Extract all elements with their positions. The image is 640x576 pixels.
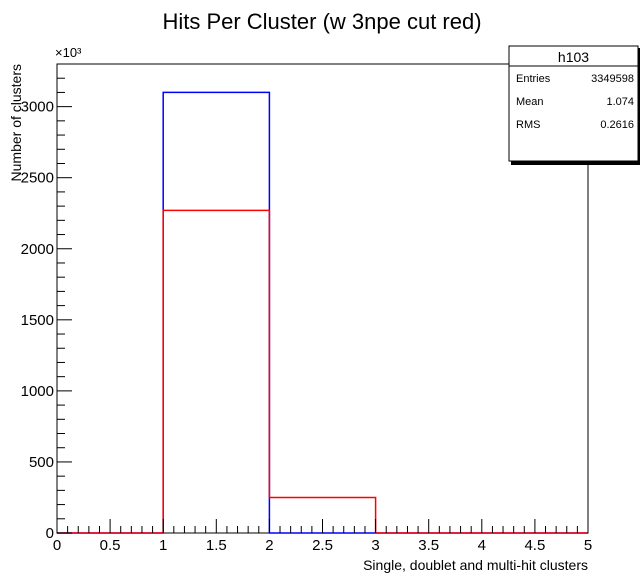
stats-row-label: Mean: [516, 96, 544, 108]
y-axis-multiplier: ×10³: [55, 45, 82, 60]
y-tick-label: 3000: [21, 99, 54, 116]
stats-row-label: RMS: [516, 119, 540, 131]
y-tick-label: 2500: [21, 170, 54, 187]
chart-title: Hits Per Cluster (w 3npe cut red): [162, 9, 481, 34]
x-tick-label: 3: [371, 537, 379, 554]
x-tick-label: 1: [159, 537, 167, 554]
stats-box: h103 Entries 3349598 Mean 1.074 RMS 0.2616: [508, 45, 640, 165]
x-tick-label: 0.5: [100, 537, 121, 554]
y-tick-label: 1000: [21, 383, 54, 400]
x-tick-label: 0: [53, 537, 61, 554]
x-axis-label: Single, doublet and multi-hit clusters: [363, 557, 588, 573]
stats-row-label: Entries: [516, 73, 551, 85]
x-tick-label: 4: [478, 537, 486, 554]
series-1-line: [57, 209, 588, 534]
x-tick-label: 5: [584, 537, 592, 554]
stats-box-name: h103: [558, 49, 589, 65]
stats-box-frame: [508, 45, 639, 162]
x-tick-label: 4.5: [524, 537, 545, 554]
stats-row-value: 1.074: [606, 96, 634, 108]
stats-row-value: 0.2616: [600, 119, 634, 131]
y-tick-label: 500: [29, 454, 54, 471]
x-tick-label: 1.5: [206, 537, 227, 554]
x-tick-label: 2.5: [312, 537, 333, 554]
y-tick-label: 2000: [21, 241, 54, 258]
x-tick-label: 3.5: [418, 537, 439, 554]
stats-row-value: 3349598: [591, 73, 634, 85]
x-tick-label: 2: [265, 537, 273, 554]
y-axis-label: Number of clusters: [8, 64, 24, 181]
y-tick-label: 0: [46, 525, 54, 542]
y-tick-label: 1500: [21, 312, 54, 329]
